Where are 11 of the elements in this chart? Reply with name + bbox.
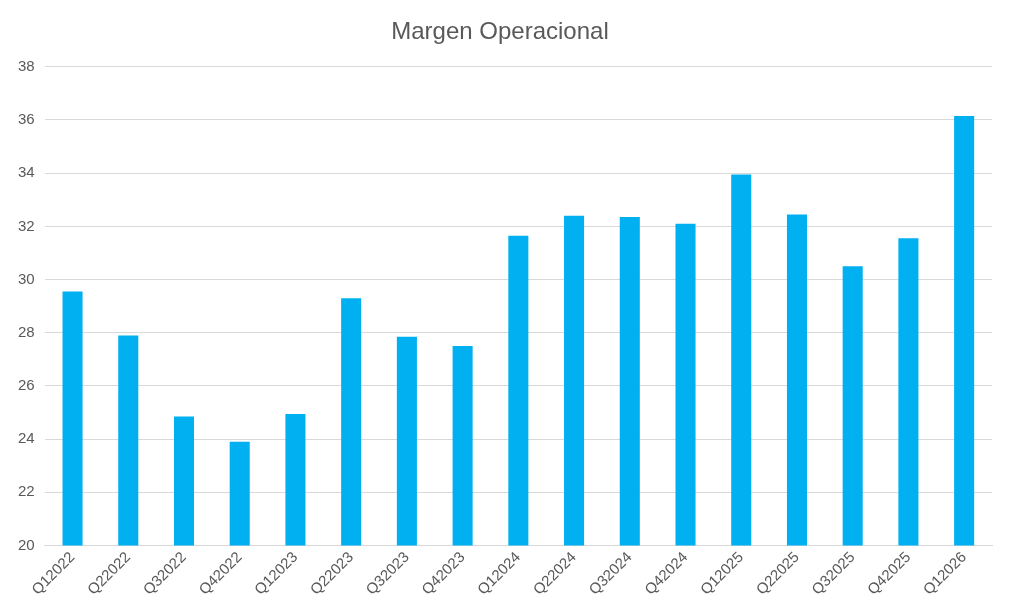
y-tick-label: 24 bbox=[18, 429, 35, 447]
y-tick-label: 38 bbox=[18, 56, 35, 74]
chart-title: Margen Operacional bbox=[391, 17, 609, 45]
y-tick-label: 20 bbox=[18, 535, 35, 553]
y-tick-label: 28 bbox=[18, 322, 35, 340]
y-tick-label: 34 bbox=[18, 163, 35, 181]
y-tick-label: 22 bbox=[18, 482, 35, 500]
y-tick-label: 36 bbox=[18, 110, 35, 128]
y-tick-label: 26 bbox=[18, 376, 35, 394]
y-tick-label: 32 bbox=[18, 216, 35, 234]
y-tick-label: 30 bbox=[18, 269, 35, 287]
